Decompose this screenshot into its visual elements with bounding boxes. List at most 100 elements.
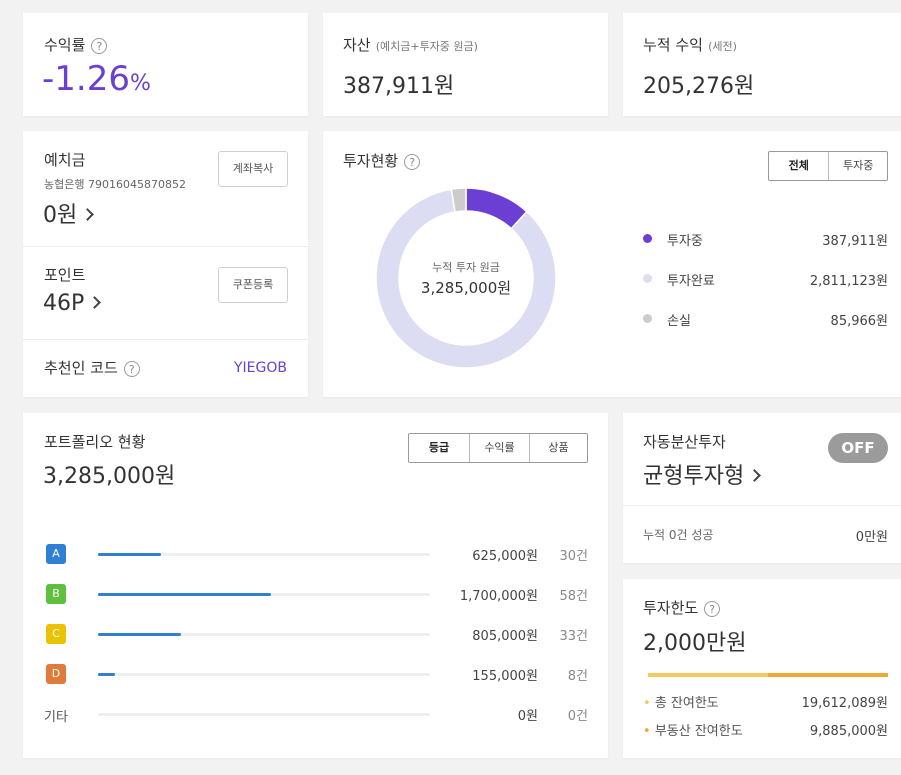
grade-bar-track — [98, 593, 430, 596]
grade-badge: A — [46, 544, 66, 564]
limit-total-label: 총 잔여한도 — [654, 696, 719, 711]
help-icon[interactable]: ? — [123, 360, 140, 377]
auto-invest-type: 균형투자형 — [643, 464, 745, 489]
investment-limit-card: 투자한도? 2,000만원 • 총 잔여한도 19,612,089원 • 부동산… — [623, 579, 901, 758]
bank-account: 농협은행 79016045870852 — [44, 178, 186, 191]
portfolio-total: 3,285,000원 — [43, 464, 176, 489]
auto-success-value: 0만원 — [855, 530, 888, 545]
grade-bar-track — [98, 713, 430, 716]
grade-amount: 1,700,000원 — [459, 589, 538, 604]
point-value: 46P — [43, 291, 85, 316]
assets-value: 387,911원 — [343, 74, 455, 99]
limit-total-value: 19,612,089원 — [801, 696, 888, 711]
grade-count: 58건 — [559, 589, 588, 604]
grade-bar-track — [98, 633, 430, 636]
grade-bar-fill — [98, 633, 181, 636]
deposit-label: 예치금 — [44, 151, 86, 169]
investment-donut-chart — [375, 187, 557, 369]
cumulative-label: 누적 수익 — [643, 36, 703, 54]
tab-return-rate[interactable]: 수익률 — [469, 434, 529, 462]
legend-value-investing: 387,911원 — [822, 234, 888, 249]
grade-bar-track — [98, 673, 430, 676]
auto-success-label: 누적 0건 성공 — [643, 528, 714, 542]
donut-center-value: 3,285,000원 — [420, 279, 512, 297]
portfolio-tabs: 등급 수익률 상품 — [408, 433, 588, 463]
limit-value: 2,000만원 — [643, 631, 747, 656]
point-label: 포인트 — [44, 266, 86, 284]
limit-bar-realestate — [768, 673, 888, 677]
grade-count: 8건 — [567, 669, 588, 684]
auto-invest-toggle[interactable]: OFF — [828, 433, 888, 463]
chevron-right-icon — [88, 295, 102, 309]
return-rate-card: 수익률? -1.26% — [23, 13, 308, 116]
grade-badge: C — [46, 624, 66, 644]
legend-value-loss: 85,966원 — [830, 314, 888, 329]
account-card: 예치금 농협은행 79016045870852 0원 계좌복사 포인트 46P … — [23, 131, 308, 397]
legend-dot-loss — [643, 314, 652, 323]
grade-bar-fill — [98, 673, 115, 676]
grade-badge: B — [46, 584, 66, 604]
divider — [623, 505, 901, 506]
legend-label-completed: 투자완료 — [667, 274, 715, 289]
limit-realestate-value: 9,885,000원 — [809, 724, 888, 739]
cumulative-sub-label: (세전) — [708, 40, 737, 53]
assets-label: 자산 — [343, 36, 371, 54]
divider — [23, 339, 308, 340]
return-rate-label: 수익률 — [44, 36, 86, 54]
copy-account-button[interactable]: 계좌복사 — [218, 151, 288, 187]
tab-investing[interactable]: 투자중 — [828, 152, 887, 180]
grade-amount: 625,000원 — [472, 549, 538, 564]
cumulative-return-card: 누적 수익 (세전) 205,276원 — [623, 13, 901, 116]
legend-label-investing: 투자중 — [667, 234, 703, 249]
grade-count: 0건 — [567, 709, 588, 724]
portfolio-card: 포트폴리오 현황 3,285,000원 등급 수익률 상품 A 625,000원 3… — [23, 413, 608, 758]
return-rate-value: -1.26% — [42, 59, 151, 99]
legend-dot-completed — [643, 274, 652, 283]
donut-slice-loss — [450, 187, 467, 213]
bullet-icon: • — [643, 696, 651, 711]
grade-label-other: 기타 — [44, 710, 68, 725]
divider — [23, 246, 308, 247]
limit-label: 투자한도 — [643, 599, 699, 617]
tab-grade[interactable]: 등급 — [428, 441, 450, 454]
point-value-link[interactable]: 46P — [43, 291, 102, 316]
portfolio-title: 포트폴리오 현황 — [44, 433, 146, 451]
grade-amount: 805,000원 — [472, 629, 538, 644]
grade-count: 33건 — [559, 629, 588, 644]
donut-center-label: 누적 투자 원금 — [432, 261, 500, 274]
help-icon[interactable]: ? — [91, 37, 108, 54]
coupon-register-button[interactable]: 쿠폰등록 — [218, 267, 288, 303]
tab-all[interactable]: 전체 — [788, 159, 809, 172]
assets-card: 자산 (예치금+투자중 원금) 387,911원 — [323, 13, 608, 116]
tab-product[interactable]: 상품 — [529, 434, 587, 462]
grade-amount: 0원 — [517, 709, 538, 724]
assets-sub-label: (예치금+투자중 원금) — [375, 40, 478, 53]
bullet-icon: • — [643, 724, 651, 739]
grade-bar-fill — [98, 553, 162, 556]
referral-code: YIEGOB — [234, 360, 287, 376]
grade-badge: D — [46, 664, 66, 684]
grade-amount: 155,000원 — [472, 669, 538, 684]
grade-count: 30건 — [559, 549, 588, 564]
limit-bar-total — [648, 673, 768, 677]
investment-tabs: 전체 투자중 — [768, 151, 888, 181]
donut-slice-completed — [375, 188, 557, 369]
limit-realestate-label: 부동산 잔여한도 — [654, 724, 743, 739]
help-icon[interactable]: ? — [704, 600, 721, 617]
limit-bar — [648, 673, 888, 677]
deposit-value: 0원 — [43, 203, 78, 228]
auto-invest-card: 자동분산투자 균형투자형 OFF 누적 0건 성공 0만원 — [623, 413, 901, 563]
auto-invest-type-link[interactable]: 균형투자형 — [643, 458, 762, 490]
help-icon[interactable]: ? — [404, 153, 421, 170]
legend-value-completed: 2,811,123원 — [809, 274, 888, 289]
cumulative-value: 205,276원 — [643, 74, 755, 99]
investment-title: 투자현황 — [343, 152, 399, 170]
referral-label: 추천인 코드 — [44, 359, 118, 377]
grade-bar-fill — [98, 593, 271, 596]
deposit-value-link[interactable]: 0원 — [43, 197, 95, 229]
legend-label-loss: 손실 — [667, 314, 691, 329]
grade-bar-track — [98, 553, 430, 556]
legend-dot-investing — [643, 234, 652, 243]
chevron-right-icon — [81, 207, 95, 221]
chevron-right-icon — [748, 468, 762, 482]
